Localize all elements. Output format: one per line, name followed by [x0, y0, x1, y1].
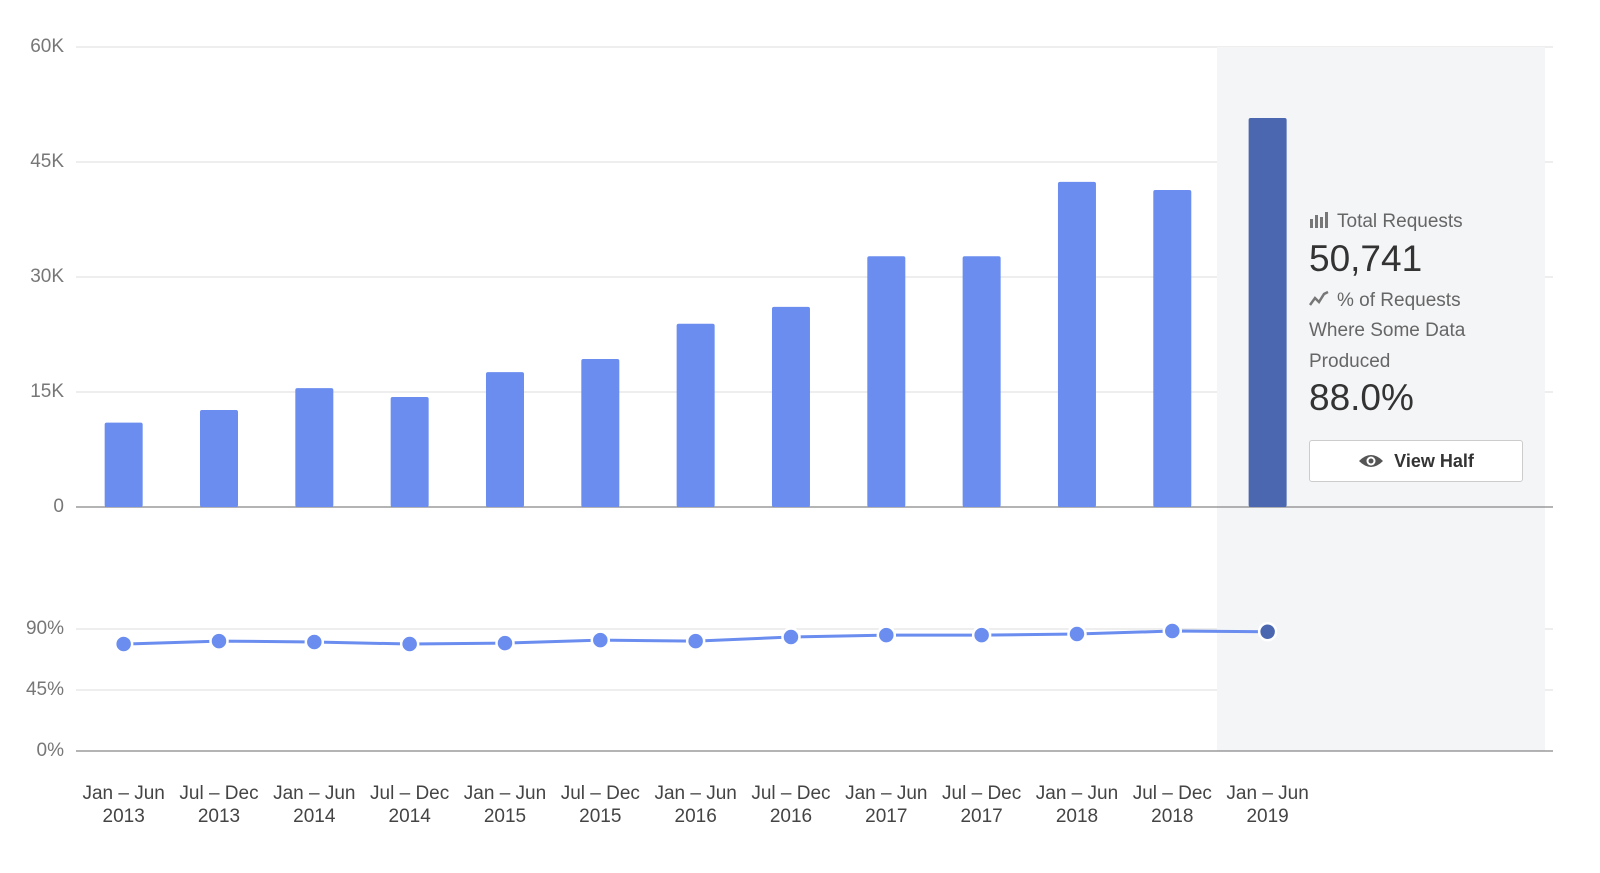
tooltip: Total Requests 50,741 % of Requests Wher…	[1308, 207, 1489, 425]
x-tick-label: Jan – Jun 2015	[464, 783, 546, 827]
bar	[962, 256, 1001, 507]
x-tick-label: Jan – Jun 2014	[273, 783, 355, 827]
bar	[1248, 117, 1287, 508]
x-tick-label: Jul – Dec 2017	[942, 783, 1021, 827]
x-tick-label: Jul – Dec 2015	[561, 783, 640, 827]
bar	[676, 323, 715, 507]
x-tick-label: Jul – Dec 2016	[751, 783, 830, 827]
point	[495, 633, 515, 653]
eye-icon	[1359, 455, 1384, 467]
point	[304, 632, 325, 652]
bar	[1057, 181, 1096, 507]
y-tick-label: 90%	[26, 618, 64, 639]
point	[781, 627, 801, 647]
bar	[771, 306, 810, 507]
y-tick-label: 0	[53, 496, 64, 517]
point	[399, 634, 420, 654]
bar	[867, 256, 906, 507]
point	[1067, 624, 1087, 644]
point	[1162, 621, 1183, 641]
tooltip-name: Total Requests	[1309, 207, 1489, 238]
bar	[199, 410, 238, 507]
y-tick-label: 45%	[26, 679, 64, 700]
bar	[295, 388, 334, 507]
x-tick-label: Jul – Dec 2013	[179, 783, 258, 827]
y-tick-label: 45K	[30, 151, 64, 172]
x-tick-label: Jan – Jun 2013	[82, 783, 164, 827]
point	[1257, 621, 1278, 642]
x-tick-label: Jul – Dec 2018	[1133, 783, 1212, 827]
y-tick-label: 30K	[30, 266, 64, 287]
bar	[485, 372, 524, 507]
view-half-button[interactable]: View Half	[1309, 440, 1523, 482]
point	[113, 634, 134, 654]
tooltip-value: 50,741	[1309, 237, 1423, 279]
line-icon	[1308, 290, 1329, 306]
bar	[390, 396, 429, 507]
point	[971, 625, 992, 645]
x-tick-label: Jul – Dec 2014	[370, 783, 449, 827]
x-tick-label: Jan – Jun 2016	[654, 783, 736, 827]
bar-icon	[1310, 212, 1328, 228]
bar	[581, 359, 620, 507]
point	[685, 631, 706, 651]
bar	[1153, 189, 1192, 507]
point	[876, 625, 897, 645]
y-tick-label: 0%	[37, 740, 65, 761]
series-name: % of Requests Where Some Data Produced	[1309, 289, 1466, 372]
point	[209, 631, 229, 651]
button-label: View Half	[1394, 450, 1474, 471]
series-name: Total Requests	[1337, 211, 1463, 232]
y-tick-label: 15K	[30, 381, 64, 402]
tooltip-value: 88.0%	[1309, 377, 1414, 418]
tooltip-name: % of Requests Where Some Data Produced	[1308, 286, 1489, 378]
point	[590, 630, 611, 650]
bar	[104, 422, 143, 507]
y-tick-label: 60K	[30, 36, 64, 57]
x-tick-label: Jan – Jun 2018	[1036, 783, 1118, 827]
x-tick-label: Jan – Jun 2017	[845, 783, 927, 827]
x-tick-label: Jan – Jun 2019	[1226, 783, 1308, 827]
